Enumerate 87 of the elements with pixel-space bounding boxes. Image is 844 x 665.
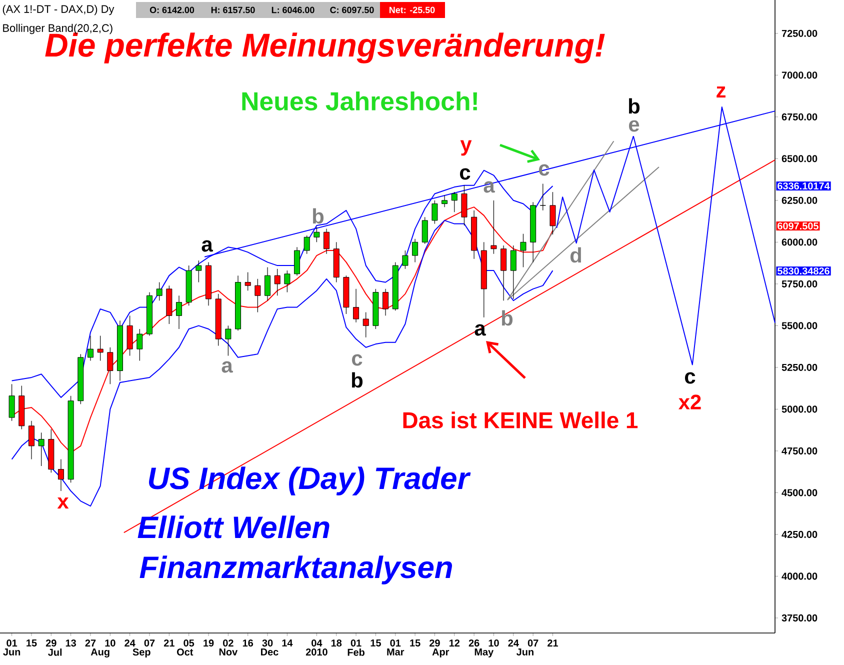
- x-tick-label: 24: [508, 640, 519, 646]
- x2-tick-label: 2010: [306, 648, 328, 656]
- annotation: a: [484, 181, 495, 193]
- x-tick-label: 15: [26, 640, 37, 646]
- annotation: x2: [678, 394, 701, 410]
- y-tick-label: 4000.00: [782, 572, 818, 580]
- x-tick-label: 10: [488, 640, 499, 647]
- annotation: O: 6142.00: [150, 6, 194, 14]
- annotation: Elliott Wellen: [138, 516, 330, 538]
- annotation: L: 6046.00: [272, 6, 314, 14]
- y-tick-label: 3750.00: [782, 614, 818, 622]
- text: Bollinger Band(20,2,C): [3, 24, 112, 34]
- x-tick-label: 04: [312, 640, 322, 647]
- annotation: b: [502, 310, 513, 326]
- annotation: y: [460, 140, 472, 156]
- x2-tick-label: Nov: [219, 648, 238, 656]
- y-tick-label: 6000.00: [782, 238, 818, 246]
- annotation: Finanzmarktanalysen: [140, 556, 452, 584]
- annotation: c: [460, 168, 470, 180]
- x-tick-label: 24: [124, 640, 136, 646]
- x2-tick-label: Oct: [177, 648, 194, 656]
- x-tick-label: 26: [468, 640, 480, 647]
- x-tick-label: 01: [350, 640, 362, 647]
- x2-tick-label: May: [474, 648, 494, 658]
- x-tick-label: 16: [242, 640, 254, 647]
- x2-tick-label: Dec: [261, 648, 278, 656]
- x-tick-label: 30: [262, 640, 273, 647]
- text: Die perfekte Meinungsveränderung!: [45, 32, 605, 64]
- annotation: Neues Jahreshoch!: [242, 91, 477, 110]
- text: 6336.10174: [778, 182, 830, 190]
- y-tick-label: 5250.00: [782, 364, 818, 371]
- x-tick-label: 01: [390, 640, 401, 647]
- x2-tick-label: Sep: [132, 648, 150, 658]
- y-tick-label: 7000.00: [782, 72, 818, 79]
- x2-tick-label: Aug: [90, 648, 110, 658]
- x-tick-label: 14: [282, 640, 293, 646]
- x-tick-label: 21: [548, 640, 558, 646]
- y-tick-label: 5000.00: [782, 406, 818, 413]
- annotation: c: [685, 372, 696, 384]
- y-tick-label: 4250.00: [782, 530, 818, 538]
- annotation: (AX 1!-DT - DAX,D) Dy: [2, 4, 114, 16]
- x-tick-label: 07: [528, 640, 538, 647]
- annotation: a: [222, 361, 233, 373]
- y-tick-label: 6500.00: [782, 155, 818, 162]
- y-tick-label: 6250.00: [782, 196, 818, 204]
- annotation: x: [57, 497, 69, 509]
- x2-tick-label: Jul: [48, 648, 62, 656]
- x-tick-label: 19: [204, 640, 214, 647]
- text: 6097.505: [778, 222, 818, 230]
- x2-tick-label: Feb: [348, 648, 364, 656]
- x2-tick-label: Mar: [387, 648, 404, 656]
- x-tick-label: 10: [105, 640, 116, 647]
- annotation: c: [352, 354, 362, 366]
- annotation: Net: -25.50: [390, 6, 435, 14]
- x2-tick-label: Apr: [432, 648, 450, 658]
- annotation: H: 6157.50: [211, 6, 255, 14]
- text: 5830.34826: [778, 267, 830, 275]
- y-tick-label: 7250.00: [782, 30, 818, 37]
- x-tick-label: 21: [164, 640, 174, 646]
- y-tick-label: 6750.00: [782, 113, 818, 120]
- annotation: z: [716, 86, 726, 98]
- x-tick-label: 29: [46, 640, 56, 647]
- x-tick-label: 29: [430, 640, 440, 647]
- annotation: d: [570, 247, 582, 263]
- x-tick-label: 13: [66, 640, 76, 647]
- annotation: Das ist KEINE Welle 1: [403, 412, 638, 428]
- y-tick-label: 4500.00: [782, 489, 818, 496]
- x-tick-label: 27: [85, 640, 96, 646]
- x-tick-label: 15: [370, 640, 381, 646]
- x-tick-label: 15: [410, 640, 420, 646]
- x-tick-label: 01: [6, 640, 18, 647]
- x-tick-label: 05: [184, 640, 194, 647]
- y-tick-label: 5500.00: [782, 322, 818, 330]
- x-tick-label: 12: [449, 640, 460, 646]
- y-tick-label: 5750.00: [782, 280, 818, 288]
- annotation: e: [629, 120, 640, 132]
- y-tick-label: 4750.00: [782, 447, 818, 454]
- annotation: C: 6097.50: [330, 6, 374, 14]
- x2-tick-label: Jun: [516, 648, 534, 656]
- annotation: b: [628, 98, 640, 114]
- annotation: a: [202, 240, 213, 252]
- x-tick-label: 07: [144, 640, 155, 647]
- x-tick-label: 02: [223, 640, 234, 647]
- annotation: b: [312, 208, 324, 224]
- x2-tick-label: Jun: [3, 648, 20, 656]
- annotation: b: [352, 372, 363, 388]
- x-tick-label: 18: [331, 640, 342, 647]
